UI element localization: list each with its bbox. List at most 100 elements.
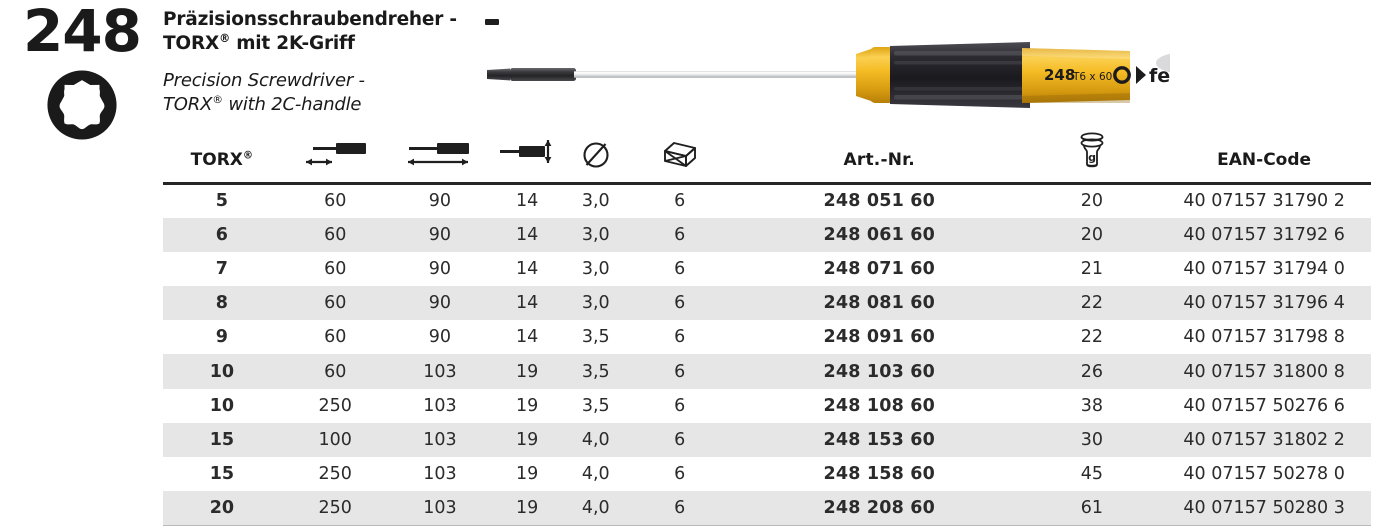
cell-dia: 3,0	[581, 191, 610, 212]
cell-dia: 4,0	[581, 464, 610, 485]
handle-print-brand: felo	[1149, 65, 1170, 87]
table-header-row: TORX®	[163, 130, 1371, 185]
title-de-line1: Präzisionsschraubendreher -	[163, 9, 457, 30]
cell-dia: 3,5	[581, 395, 610, 416]
table-row: 8 60 90 14 3,0 6 248 081 60 22 40 07157 31796 4	[163, 286, 1371, 321]
cell-art: 248 153 60	[732, 422, 1027, 457]
cell-total: 103	[389, 354, 491, 389]
precision-screwdriver-torx-photo: 248 T6 x 60 felo	[487, 42, 1170, 108]
table-row: 20 250 103 19 4,0 6 248 208 60 61 40 07157 50280…	[163, 491, 1371, 526]
cell-torx: 15	[209, 464, 235, 485]
cell-tip: 14	[490, 217, 565, 252]
total-length-arrow-icon	[407, 143, 469, 166]
cell-art: 248 051 60	[823, 191, 936, 212]
cell-blade: 250	[318, 464, 352, 485]
cell-tip: 19	[515, 464, 539, 485]
cell-pack: 6	[674, 464, 686, 485]
cell-art: 248 158 60	[823, 464, 936, 485]
cell-blade: 60	[280, 286, 390, 321]
weight-icon-letter: g	[1088, 151, 1096, 164]
cell-dia: 3,5	[581, 327, 610, 348]
cell-blade: 100	[280, 422, 390, 457]
cell-torx: 5	[215, 191, 228, 212]
cell-art: 248 061 60	[732, 217, 1027, 252]
column-header-weight: g	[1026, 130, 1158, 185]
cell-torx: 6	[163, 217, 281, 252]
cell-total: 103	[389, 491, 491, 526]
cell-torx: 9	[215, 327, 228, 348]
cell-blade: 60	[324, 191, 347, 212]
column-header-art-nr: Art.-Nr.	[732, 130, 1027, 185]
cell-dia: 3,0	[564, 286, 628, 321]
cell-pack: 6	[627, 354, 733, 389]
cell-total: 90	[428, 191, 452, 212]
title-en-line1: Precision Screwdriver -	[163, 70, 365, 92]
table-row: 6 60 90 14 3,0 6 248 061 60 20 40 07157 31792 6	[163, 217, 1371, 252]
cell-weight: 22	[1026, 286, 1158, 321]
cell-tip: 14	[515, 327, 539, 348]
title-de-line2-pre: TORX	[163, 32, 220, 54]
table-row: 15 100 103 19 4,0 6 248 153 60 30 40 07157 31802…	[163, 422, 1371, 457]
cell-ean: 40 07157 31792 6	[1157, 217, 1371, 252]
blade-length-arrow-icon	[306, 143, 367, 166]
cell-art: 248 091 60	[823, 327, 936, 348]
cell-pack: 6	[674, 191, 686, 212]
column-header-blade-length	[280, 130, 390, 185]
packaging-box-icon	[663, 142, 696, 167]
column-header-ean-code: EAN-Code	[1157, 130, 1371, 185]
cell-pack: 6	[627, 422, 733, 457]
cell-art: 248 103 60	[732, 354, 1027, 389]
cell-torx: 20	[163, 491, 281, 526]
weight-gram-icon: g	[1080, 132, 1104, 168]
registered-mark-torx: ®	[242, 150, 254, 162]
cell-ean: 40 07157 31796 4	[1157, 286, 1371, 321]
cell-pack: 6	[627, 491, 733, 526]
cell-blade: 250	[318, 395, 352, 416]
torx-star-icon	[47, 70, 117, 140]
handle-print-size: T6 x 60	[1072, 71, 1112, 83]
cell-tip: 19	[515, 395, 539, 416]
cell-torx: 8	[163, 286, 281, 321]
cell-weight: 30	[1026, 422, 1158, 457]
cell-tip: 14	[490, 286, 565, 321]
cell-weight: 61	[1026, 491, 1158, 526]
cell-blade: 250	[280, 491, 390, 526]
cell-art: 248 108 60	[823, 395, 936, 416]
column-header-torx: TORX®	[163, 130, 281, 185]
title-en-line2-post: with 2C-handle	[222, 93, 362, 115]
cell-tip: 19	[490, 422, 565, 457]
table-row: 5 60 90 14 3,0 6 248 051 60 20 40 07157 31790 2	[163, 184, 1371, 218]
table-row: 9 60 90 14 3,5 6 248 091 60 22 40 07157 31798 8	[163, 320, 1371, 354]
cell-dia: 3,5	[564, 354, 628, 389]
cell-torx: 10	[209, 395, 235, 416]
cell-ean: 40 07157 50278 0	[1183, 464, 1345, 485]
page-title-de: Präzisionsschraubendreher - TORX® mit 2K…	[163, 8, 493, 55]
cell-dia: 3,0	[581, 258, 610, 279]
cell-tip: 19	[490, 491, 565, 526]
cell-weight: 22	[1080, 327, 1103, 348]
cell-ean: 40 07157 50280 3	[1157, 491, 1371, 526]
cell-torx: 10	[163, 354, 281, 389]
column-header-tip-width	[490, 130, 565, 185]
cell-ean: 40 07157 31790 2	[1183, 191, 1345, 212]
tip-width-arrow-icon	[500, 140, 552, 163]
table-row: 15 250 103 19 4,0 6 248 158 60 45 40 07157 50278…	[163, 457, 1371, 491]
column-header-packaging	[627, 130, 733, 185]
product-title-block: Präzisionsschraubendreher - TORX® mit 2K…	[163, 8, 493, 116]
table-row: 7 60 90 14 3,0 6 248 071 60 21 40 07157 31794 0	[163, 252, 1371, 286]
table-row: 10 250 103 19 3,5 6 248 108 60 38 40 07157 50276…	[163, 389, 1371, 423]
title-de-line2-post: mit 2K-Griff	[229, 32, 355, 54]
column-header-diameter	[564, 130, 628, 185]
cell-dia: 3,0	[564, 217, 628, 252]
cell-dia: 4,0	[564, 491, 628, 526]
page-title-en: Precision Screwdriver - TORX® with 2C-ha…	[163, 69, 493, 116]
series-badge: 248	[8, 2, 156, 142]
cell-ean: 40 07157 50276 6	[1183, 395, 1345, 416]
table-row: 10 60 103 19 3,5 6 248 103 60 26 40 07157 31800 …	[163, 354, 1371, 389]
cell-ean: 40 07157 31800 8	[1157, 354, 1371, 389]
cell-weight: 21	[1080, 258, 1103, 279]
diameter-symbol-icon	[583, 142, 609, 168]
cell-total: 103	[423, 464, 457, 485]
cell-art: 248 081 60	[732, 286, 1027, 321]
cell-weight: 45	[1080, 464, 1103, 485]
